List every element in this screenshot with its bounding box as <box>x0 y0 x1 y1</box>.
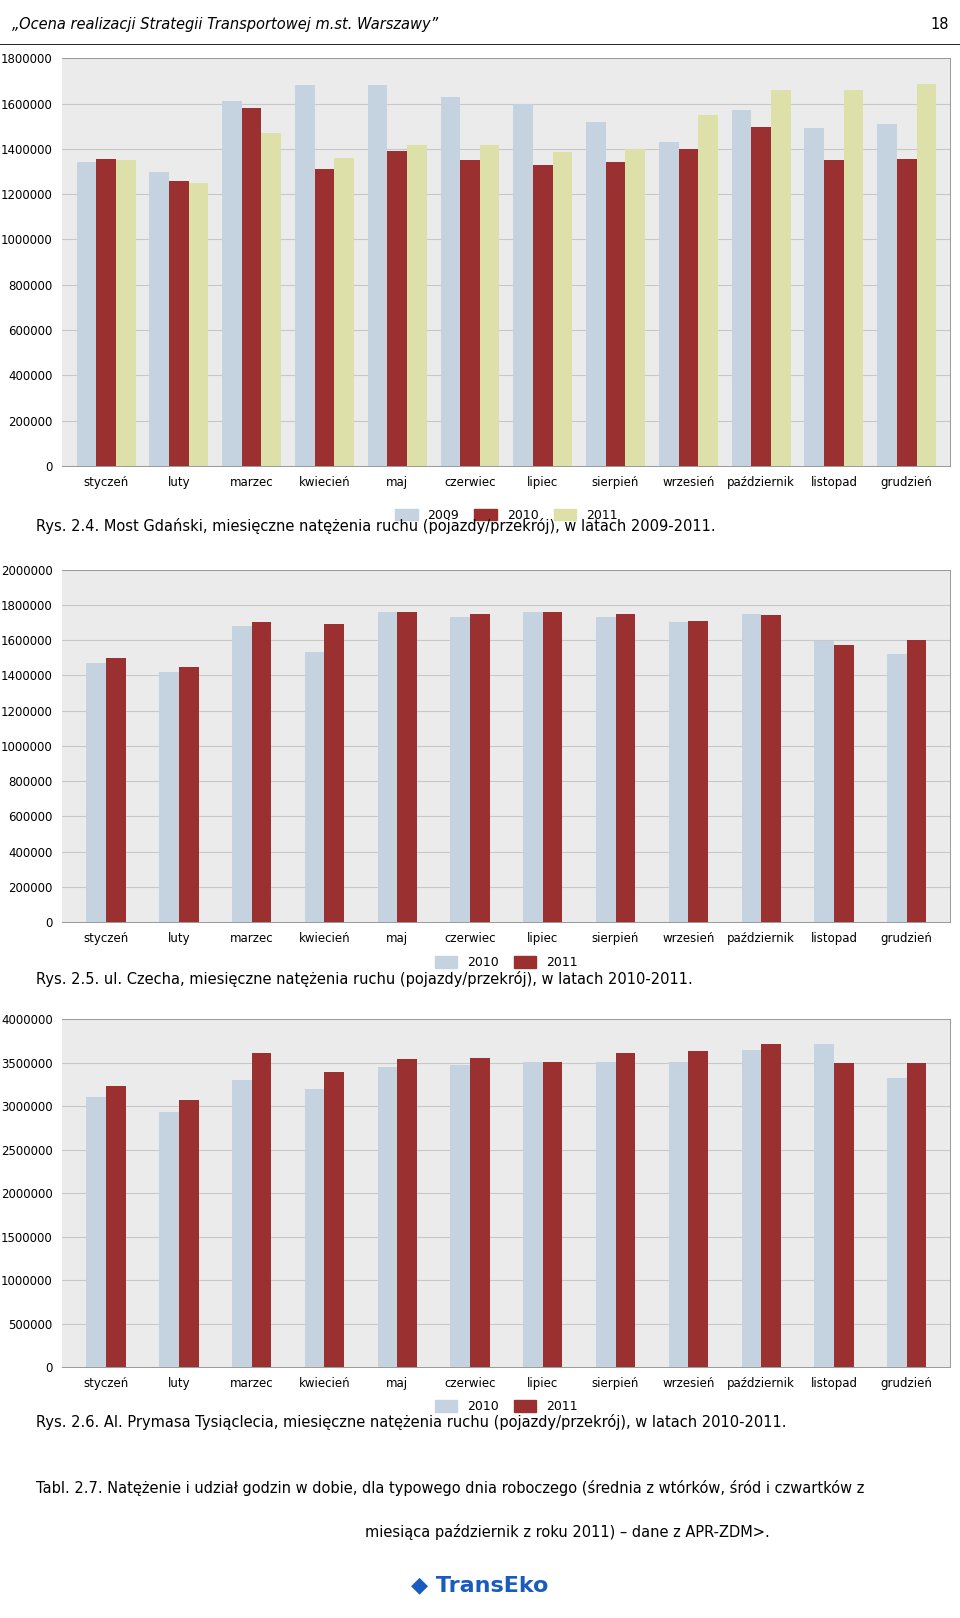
Bar <box>388 150 407 466</box>
Bar <box>606 162 625 466</box>
Bar <box>615 613 636 922</box>
Bar <box>771 91 791 466</box>
Bar <box>732 110 752 466</box>
Bar <box>150 172 169 466</box>
Bar <box>222 102 242 466</box>
Bar <box>523 1061 542 1367</box>
Text: Rys. 2.6. Al. Prymasa Tysiąclecia, miesięczne natężenia ruchu (pojazdy/przekrój): Rys. 2.6. Al. Prymasa Tysiąclecia, miesi… <box>36 1414 787 1430</box>
Bar <box>542 612 563 922</box>
Bar <box>553 152 572 466</box>
Bar <box>334 159 354 466</box>
Text: 18: 18 <box>930 18 948 32</box>
Bar <box>116 160 135 466</box>
Bar <box>761 1044 780 1367</box>
Bar <box>252 1053 272 1367</box>
Bar <box>542 1061 563 1367</box>
Bar <box>368 86 388 466</box>
Bar <box>315 170 334 466</box>
Bar <box>86 1097 106 1367</box>
Bar <box>77 162 96 466</box>
Bar <box>659 142 679 466</box>
Bar <box>824 160 844 466</box>
Bar <box>407 146 426 466</box>
Bar <box>470 613 490 922</box>
Bar <box>814 641 834 922</box>
Bar <box>450 616 470 922</box>
Bar <box>261 133 281 466</box>
Bar <box>377 1068 397 1367</box>
Bar <box>377 612 397 922</box>
Bar <box>688 621 708 922</box>
Bar <box>232 1081 252 1367</box>
Bar <box>304 1089 324 1367</box>
Bar <box>232 626 252 922</box>
Text: „Ocena realizacji Strategii Transportowej m.st. Warszawy”: „Ocena realizacji Strategii Transportowe… <box>12 18 438 32</box>
Bar <box>96 159 116 466</box>
Bar <box>688 1050 708 1367</box>
Bar <box>295 86 315 466</box>
Bar <box>752 128 771 466</box>
Text: Rys. 2.4. Most Gdański, miesięczne natężenia ruchu (pojazdy/przekrój), w latach : Rys. 2.4. Most Gdański, miesięczne natęż… <box>36 518 716 534</box>
Bar <box>480 146 499 466</box>
Bar <box>834 1063 853 1367</box>
Bar <box>698 115 718 466</box>
Text: ◆ TransEko: ◆ TransEko <box>411 1574 549 1595</box>
Bar <box>834 646 853 922</box>
Bar <box>907 1063 926 1367</box>
Bar <box>523 612 542 922</box>
Bar <box>159 1113 179 1367</box>
Bar <box>252 623 272 922</box>
Text: Tabl. 2.7. Natężenie i udział godzin w dobie, dla typowego dnia roboczego (średn: Tabl. 2.7. Natężenie i udział godzin w d… <box>36 1480 865 1497</box>
Bar <box>106 659 126 922</box>
Bar <box>106 1086 126 1367</box>
Bar <box>450 1065 470 1367</box>
Bar <box>596 616 615 922</box>
Text: Rys. 2.5. ul. Czecha, miesięczne natężenia ruchu (pojazdy/przekrój), w latach 20: Rys. 2.5. ul. Czecha, miesięczne natężen… <box>36 971 693 987</box>
Bar <box>189 183 208 466</box>
Legend: 2009, 2010, 2011: 2009, 2010, 2011 <box>390 505 623 527</box>
Bar <box>897 159 917 466</box>
Bar <box>877 125 897 466</box>
Bar <box>741 1050 761 1367</box>
Bar <box>625 149 645 466</box>
Bar <box>669 623 688 922</box>
Bar <box>587 121 606 466</box>
Bar <box>304 652 324 922</box>
Bar <box>86 663 106 922</box>
Bar <box>596 1061 615 1367</box>
Bar <box>242 108 261 466</box>
Bar <box>514 104 533 466</box>
Legend: 2010, 2011: 2010, 2011 <box>430 1395 583 1419</box>
Bar <box>324 625 344 922</box>
Bar <box>169 181 189 466</box>
Bar <box>669 1061 688 1367</box>
Bar <box>324 1071 344 1367</box>
Bar <box>741 613 761 922</box>
Bar <box>887 1078 907 1367</box>
Bar <box>907 641 926 922</box>
Bar <box>615 1053 636 1367</box>
Bar <box>179 1100 199 1367</box>
Bar <box>470 1058 490 1367</box>
Bar <box>814 1044 834 1367</box>
Bar <box>441 97 460 466</box>
Bar <box>679 149 698 466</box>
Bar <box>179 667 199 922</box>
Text: miesiąca październik z roku 2011) – dane z APR-ZDM>.: miesiąca październik z roku 2011) – dane… <box>365 1524 770 1540</box>
Bar <box>460 160 480 466</box>
Bar <box>887 654 907 922</box>
Legend: 2010, 2011: 2010, 2011 <box>430 951 583 974</box>
Bar <box>159 671 179 922</box>
Bar <box>397 1060 417 1367</box>
Bar <box>761 615 780 922</box>
Bar <box>844 91 863 466</box>
Bar <box>397 612 417 922</box>
Bar <box>917 84 936 466</box>
Bar <box>804 128 824 466</box>
Bar <box>533 165 553 466</box>
